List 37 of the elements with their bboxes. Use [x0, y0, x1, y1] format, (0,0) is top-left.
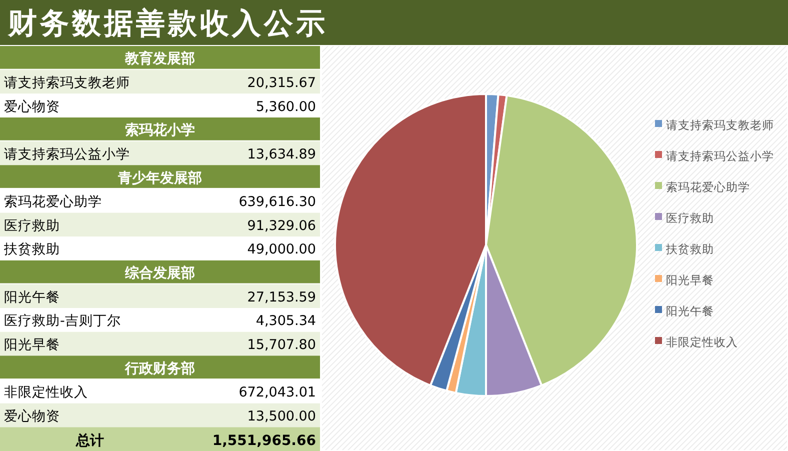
title-banner: 财务数据善款收入公示 [0, 0, 788, 45]
legend-label: 非限定性收入 [666, 335, 738, 349]
table-row: 非限定性收入 672,043.01 [0, 380, 320, 404]
category-label: 总计 [75, 433, 104, 450]
category-label: 非限定性收入 [4, 384, 88, 401]
section-header: 综合发展部 [0, 260, 320, 284]
table-row: 阳光午餐 27,153.59 [0, 284, 320, 308]
category-label: 阳光午餐 [4, 289, 60, 306]
table-row: 医疗救助 91,329.06 [0, 212, 320, 237]
legend-label: 阳光午餐 [666, 304, 714, 318]
category-label: 阳光早餐 [4, 337, 60, 354]
legend-label: 医疗救助 [666, 211, 714, 225]
legend-label: 索玛花爱心助学 [666, 180, 750, 194]
section-header: 行政财务部 [0, 356, 320, 379]
category-label: 爱心物资 [4, 408, 60, 425]
category-label: 爱心物资 [4, 98, 60, 115]
legend-label: 请支持索玛支教老师 [666, 118, 774, 132]
section-header: 青少年发展部 [0, 165, 320, 188]
table-row: 请支持索玛支教老师 20,315.67 [0, 70, 320, 94]
category-label: 医疗救助-吉则丁尔 [4, 313, 121, 330]
table-row: 爱心物资 13,500.00 [0, 403, 320, 428]
category-label: 索玛花爱心助学 [4, 194, 102, 210]
category-label: 医疗救助 [4, 218, 60, 234]
category-label: 请支持索玛支教老师 [4, 74, 130, 91]
legend-label: 扶贫救助 [665, 242, 714, 256]
legend-label: 阳光早餐 [666, 273, 714, 287]
section-header: 索玛花小学 [0, 117, 320, 140]
table-row: 请支持索玛公益小学 13,634.89 [0, 141, 320, 166]
table-row: 阳光早餐 15,707.80 [0, 332, 320, 356]
table-row: 医疗救助-吉则丁尔 4,305.34 [0, 308, 320, 332]
legend-label: 请支持索玛公益小学 [666, 149, 774, 163]
table-row: 索玛花爱心助学 639,616.30 [0, 188, 320, 213]
total-row: 总计 1,551,965.66 [0, 427, 320, 451]
section-header: 教育发展部 [0, 46, 320, 69]
category-label: 扶贫救助 [3, 242, 60, 258]
table-row: 扶贫救助 49,000.00 [0, 236, 320, 260]
category-label: 请支持索玛公益小学 [4, 146, 130, 162]
